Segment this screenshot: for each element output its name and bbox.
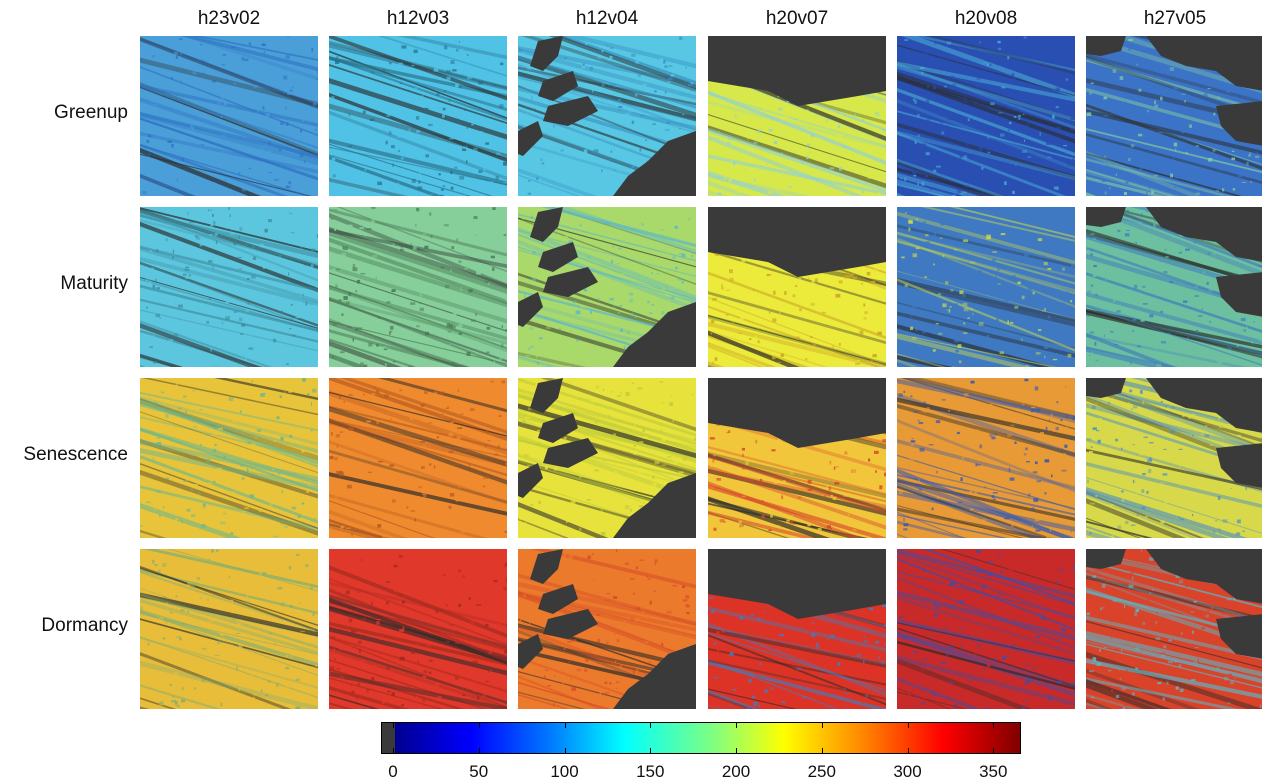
map-tile-h20v07-greenup <box>708 36 886 196</box>
map-tile-h20v08-dormancy <box>897 549 1075 709</box>
colorbar <box>381 722 1021 756</box>
colorbar-tick-mark <box>650 722 652 728</box>
colorbar-tick-label: 250 <box>807 762 836 781</box>
column-label-h20v08: h20v08 <box>954 8 1018 29</box>
colorbar-tick-label: 350 <box>979 762 1008 781</box>
column-label-h12v03: h12v03 <box>386 8 450 29</box>
colorbar-tick-mark <box>650 748 652 754</box>
colorbar-tick-label: 300 <box>893 762 922 781</box>
colorbar-tick-mark <box>478 748 480 754</box>
column-label-h12v04: h12v04 <box>575 8 639 29</box>
colorbar-tick-mark <box>907 748 909 754</box>
map-tile-h23v02-dormancy <box>140 549 318 709</box>
row-label-dormancy: Dormancy <box>41 615 128 636</box>
colorbar-tick-mark <box>821 722 823 728</box>
colorbar-tick-label: 0 <box>388 762 398 781</box>
row-label-maturity: Maturity <box>60 273 128 294</box>
map-tile-h12v03-senescence <box>329 378 507 538</box>
map-tile-h20v08-maturity <box>897 207 1075 367</box>
row-label-greenup: Greenup <box>54 102 128 123</box>
map-tile-h20v07-dormancy <box>708 549 886 709</box>
map-tile-h12v04-senescence <box>518 378 696 538</box>
colorbar-tick-mark <box>393 722 394 728</box>
map-tile-h23v02-maturity <box>140 207 318 367</box>
map-tile-h12v03-greenup <box>329 36 507 196</box>
map-tile-h12v03-dormancy <box>329 549 507 709</box>
colorbar-tick-mark <box>564 748 566 754</box>
colorbar-tick-label: 200 <box>721 762 751 781</box>
colorbar-tick-label: 150 <box>636 762 665 781</box>
colorbar-tick-mark <box>736 722 737 728</box>
map-tile-h27v05-dormancy <box>1086 549 1262 709</box>
column-label-h23v02: h23v02 <box>197 8 261 29</box>
map-tile-h27v05-senescence <box>1086 378 1262 538</box>
map-tile-h23v02-senescence <box>140 378 318 538</box>
row-label-senescence: Senescence <box>23 444 128 465</box>
column-label-h20v07: h20v07 <box>765 8 829 29</box>
colorbar-tick-mark <box>478 722 480 728</box>
colorbar-tick-mark <box>564 722 566 728</box>
colorbar-tick-mark <box>907 722 909 728</box>
map-tile-h12v04-maturity <box>518 207 696 367</box>
colorbar-tick-label: 100 <box>550 762 579 781</box>
colorbar-tick-label: 50 <box>469 762 489 781</box>
map-tile-h20v08-greenup <box>897 36 1075 196</box>
map-tile-h12v03-maturity <box>329 207 507 367</box>
colorbar-tick-mark <box>821 748 823 754</box>
map-tile-h12v04-dormancy <box>518 549 696 709</box>
map-tile-h23v02-greenup <box>140 36 318 196</box>
column-label-h27v05: h27v05 <box>1143 8 1207 29</box>
map-tile-h20v08-senescence <box>897 378 1075 538</box>
colorbar-gradient <box>381 722 1021 754</box>
colorbar-tick-mark <box>993 748 995 754</box>
colorbar-tick-mark <box>993 722 995 728</box>
map-tile-h27v05-greenup <box>1086 36 1262 196</box>
colorbar-tick-mark <box>393 748 394 754</box>
map-tile-h20v07-senescence <box>708 378 886 538</box>
map-tile-h20v07-maturity <box>708 207 886 367</box>
colorbar-tick-mark <box>736 748 737 754</box>
map-tile-h27v05-maturity <box>1086 207 1262 367</box>
map-tile-h12v04-greenup <box>518 36 696 196</box>
